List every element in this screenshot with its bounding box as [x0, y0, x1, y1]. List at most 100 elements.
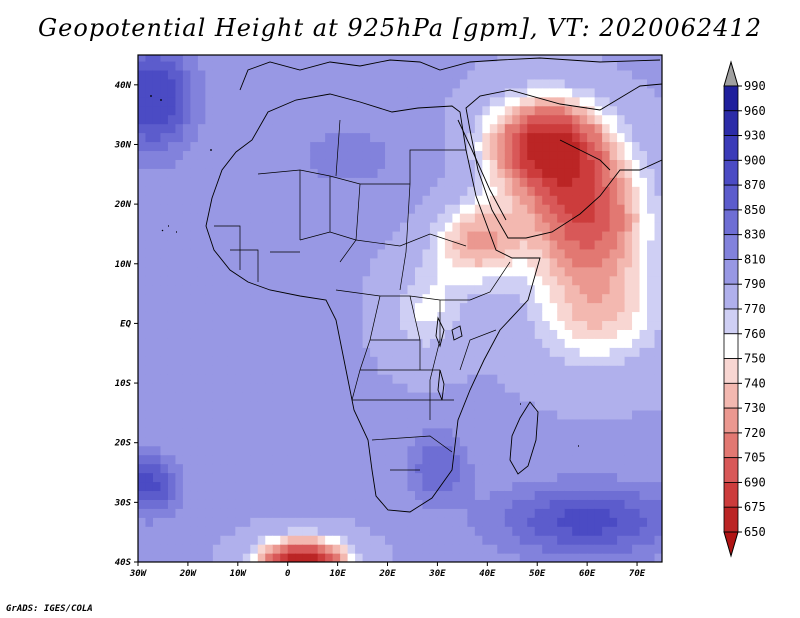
- field-cell: [429, 114, 439, 125]
- field-cell: [332, 248, 341, 259]
- field-cell: [452, 141, 461, 152]
- field-cell: [138, 418, 147, 429]
- field-cell: [602, 123, 611, 134]
- field-cell: [287, 365, 296, 375]
- field-cell: [654, 302, 662, 313]
- field-cell: [602, 526, 611, 536]
- field-cell: [654, 105, 662, 116]
- field-cell: [632, 418, 641, 429]
- lon-tick-label: 0: [285, 569, 291, 579]
- field-cell: [497, 239, 506, 250]
- field-cell: [167, 55, 177, 62]
- field-cell: [355, 454, 364, 465]
- field-cell: [205, 374, 214, 384]
- field-cell: [639, 490, 648, 500]
- field-cell: [519, 239, 528, 250]
- field-cell: [152, 427, 162, 438]
- field-cell: [572, 159, 581, 169]
- field-cell: [639, 60, 648, 71]
- field-cell: [197, 275, 206, 286]
- field-cell: [467, 472, 476, 483]
- field-cell: [362, 230, 371, 241]
- field-cell: [385, 526, 394, 536]
- field-cell: [587, 105, 596, 116]
- field-cell: [542, 311, 551, 322]
- field-cell: [609, 472, 618, 483]
- field-cell: [407, 409, 416, 420]
- field-cell: [497, 329, 506, 339]
- field-cell: [602, 311, 611, 322]
- field-cell: [227, 222, 236, 232]
- field-cell: [355, 418, 364, 429]
- field-cell: [377, 186, 386, 196]
- field-cell: [197, 141, 206, 152]
- field-cell: [235, 69, 244, 80]
- field-cell: [317, 526, 326, 536]
- field-cell: [302, 123, 311, 134]
- field-cell: [482, 535, 491, 545]
- field-cell: [190, 302, 199, 313]
- field-cell: [474, 526, 483, 536]
- field-cell: [212, 338, 221, 348]
- field-cell: [400, 195, 409, 205]
- field-cell: [414, 427, 424, 438]
- field-cell: [152, 481, 162, 492]
- field-cell: [497, 320, 506, 330]
- field-cell: [280, 275, 289, 286]
- field-cell: [227, 123, 236, 134]
- field-cell: [632, 383, 641, 393]
- field-cell: [265, 418, 274, 429]
- field-cell: [527, 409, 536, 420]
- field-cell: [489, 508, 498, 518]
- field-cell: [609, 356, 618, 366]
- field-cell: [624, 517, 633, 527]
- field-cell: [287, 55, 296, 62]
- field-cell: [190, 204, 199, 214]
- field-cell: [280, 526, 289, 536]
- field-cell: [587, 239, 596, 250]
- field-cell: [310, 239, 319, 250]
- field-cell: [167, 418, 177, 429]
- country-borders: [214, 119, 511, 471]
- field-cell: [377, 230, 386, 241]
- field-cell: [489, 248, 498, 259]
- field-cell: [175, 445, 184, 456]
- lat-tick-label: 30N: [114, 140, 132, 150]
- field-cell: [370, 105, 379, 116]
- field-cell: [182, 257, 191, 268]
- field-cell: [632, 347, 641, 357]
- field-cell: [504, 159, 513, 169]
- field-cell: [534, 490, 543, 500]
- field-cell: [220, 69, 229, 80]
- field-cell: [527, 141, 536, 152]
- field-cell: [295, 472, 304, 483]
- field-cell: [504, 284, 513, 295]
- field-cell: [414, 78, 424, 89]
- field-cell: [250, 356, 259, 366]
- field-cell: [392, 347, 401, 357]
- field-cell: [444, 418, 453, 429]
- field-cell: [579, 114, 588, 125]
- field-cell: [227, 365, 236, 375]
- field-cell: [527, 427, 536, 438]
- field-cell: [205, 400, 214, 411]
- field-cell: [497, 374, 506, 384]
- field-cell: [632, 400, 641, 411]
- field-cell: [332, 329, 341, 339]
- field-cell: [519, 329, 528, 339]
- field-cell: [175, 150, 184, 160]
- field-cell: [609, 177, 618, 187]
- field-cell: [212, 275, 221, 286]
- field-cell: [587, 132, 596, 143]
- field-cell: [212, 195, 221, 205]
- field-cell: [504, 463, 513, 474]
- field-cell: [459, 55, 468, 62]
- field-cell: [534, 55, 543, 62]
- field-cell: [152, 177, 162, 187]
- field-cell: [400, 123, 409, 134]
- field-cell: [355, 463, 364, 474]
- field-cell: [265, 472, 274, 483]
- field-cell: [482, 445, 491, 456]
- field-cell: [542, 150, 551, 160]
- field-cell: [370, 302, 379, 313]
